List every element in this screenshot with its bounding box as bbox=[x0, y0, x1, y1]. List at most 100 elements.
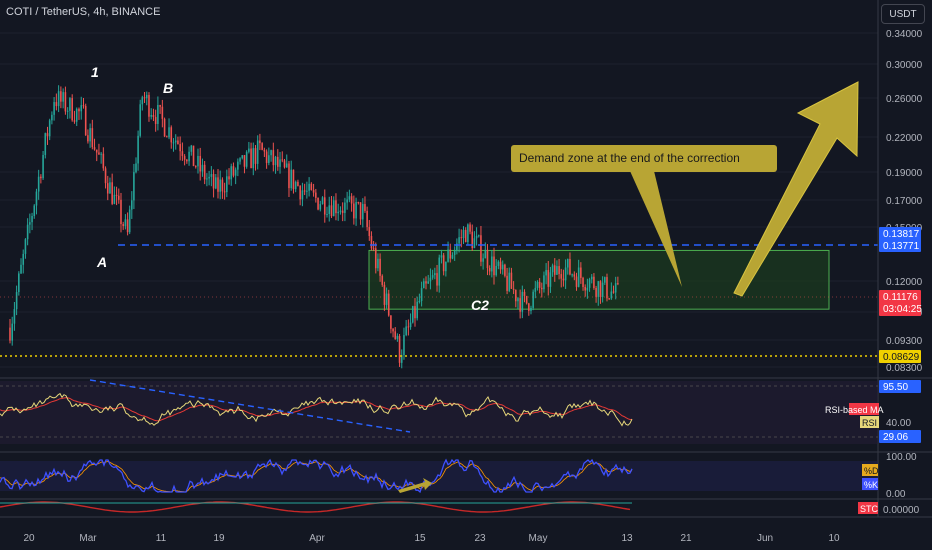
candle-body bbox=[326, 214, 328, 216]
candle-body bbox=[434, 273, 436, 276]
time-tick: 10 bbox=[828, 533, 840, 544]
wave-label-c2: C2 bbox=[471, 297, 489, 313]
candle-body bbox=[13, 309, 16, 324]
candle-body bbox=[53, 102, 55, 115]
rsi-top-badge: 95.50 bbox=[883, 382, 908, 393]
candle-body bbox=[480, 235, 482, 262]
candle-body bbox=[192, 145, 195, 167]
candle-body bbox=[488, 268, 491, 272]
candle-body bbox=[157, 105, 159, 124]
candle-body bbox=[593, 276, 595, 288]
wave-label-a: A bbox=[97, 254, 108, 270]
rsi-tick: 40.00 bbox=[886, 418, 911, 429]
candle-body bbox=[148, 94, 150, 117]
candle-body bbox=[403, 335, 405, 356]
candle-body bbox=[456, 243, 458, 251]
candle-body bbox=[91, 128, 94, 148]
time-tick: 13 bbox=[621, 533, 633, 544]
candle-body bbox=[482, 258, 484, 262]
candle-body bbox=[460, 237, 463, 239]
candle-body bbox=[250, 148, 252, 169]
target-arrow bbox=[733, 81, 859, 297]
stoch-tick: 0.00 bbox=[886, 489, 906, 500]
candle-body bbox=[33, 205, 36, 217]
time-tick: 20 bbox=[23, 533, 35, 544]
candle-body bbox=[308, 183, 310, 191]
candle-body bbox=[248, 148, 250, 152]
candle-body bbox=[458, 237, 460, 244]
candle-body bbox=[462, 229, 465, 239]
candle-body bbox=[528, 303, 530, 311]
candle-body bbox=[409, 322, 412, 328]
candle-body bbox=[294, 181, 297, 190]
candle-body bbox=[442, 255, 445, 272]
candle-body bbox=[263, 149, 266, 152]
candle-body bbox=[276, 156, 279, 167]
candle-body bbox=[297, 181, 299, 186]
candle-body bbox=[573, 274, 576, 277]
candle-body bbox=[201, 164, 204, 172]
candle-body bbox=[261, 143, 263, 150]
candle-body bbox=[179, 144, 181, 152]
drawing-overlays bbox=[0, 81, 878, 357]
candle-body bbox=[467, 224, 469, 243]
candle-body bbox=[377, 258, 379, 269]
candle-body bbox=[57, 91, 60, 107]
candle-body bbox=[339, 210, 342, 212]
candle-body bbox=[387, 293, 390, 316]
candle-body bbox=[102, 153, 105, 169]
candle-body bbox=[405, 326, 407, 336]
price-tick: 0.30000 bbox=[886, 60, 923, 71]
candle-body bbox=[159, 105, 161, 107]
candle-body bbox=[332, 200, 335, 217]
candle-body bbox=[590, 276, 593, 280]
candle-body bbox=[562, 278, 565, 281]
price-tick: 0.22000 bbox=[886, 133, 923, 144]
candle-body bbox=[126, 219, 129, 233]
candle-body bbox=[219, 179, 222, 192]
candle-body bbox=[400, 355, 403, 363]
price-axis[interactable]: 0.34000 0.30000 0.26000 0.22000 0.19000 0.170… bbox=[825, 29, 923, 516]
candle-body bbox=[299, 185, 301, 200]
candle-body bbox=[95, 149, 98, 153]
candle-body bbox=[174, 140, 177, 143]
candle-body bbox=[71, 98, 73, 121]
candle-body bbox=[599, 281, 602, 298]
symbol-title[interactable]: COTI / TetherUS, 4h, BINANCE bbox=[6, 6, 161, 18]
candle-body bbox=[549, 272, 552, 287]
candle-body bbox=[274, 156, 277, 166]
candle-body bbox=[385, 293, 388, 305]
candle-body bbox=[499, 261, 502, 270]
candle-body bbox=[133, 172, 135, 201]
currency-button[interactable]: USDT bbox=[881, 4, 925, 24]
demand-zone-callout[interactable]: Demand zone at the end of the correction bbox=[511, 145, 777, 172]
candle-body bbox=[319, 204, 322, 210]
candle-body bbox=[212, 174, 215, 189]
candle-body bbox=[62, 92, 64, 102]
stoch-k-bg bbox=[862, 478, 878, 490]
candle-body bbox=[243, 155, 246, 167]
candle-body bbox=[279, 159, 281, 167]
time-axis[interactable]: 20 Mar 11 19 Apr 15 23 May 13 21 Jun 10 bbox=[23, 533, 840, 544]
candle-body bbox=[234, 169, 237, 176]
candle-body bbox=[540, 287, 543, 290]
candle-body bbox=[29, 222, 31, 225]
candle-body bbox=[471, 231, 474, 249]
time-tick: 21 bbox=[680, 533, 692, 544]
candle-body bbox=[230, 166, 233, 180]
candle-body bbox=[154, 116, 157, 124]
candle-body bbox=[418, 300, 421, 302]
candle-body bbox=[495, 265, 497, 276]
candle-body bbox=[208, 176, 210, 179]
level-badge-bg bbox=[879, 227, 921, 252]
candle-body bbox=[344, 202, 346, 213]
time-tick: Jun bbox=[757, 533, 773, 544]
candle-body bbox=[601, 282, 604, 298]
candle-body bbox=[197, 155, 199, 167]
candle-body bbox=[268, 155, 270, 163]
candle-body bbox=[416, 301, 418, 319]
candle-body bbox=[82, 105, 85, 107]
candle-body bbox=[163, 118, 166, 137]
candle-body bbox=[292, 169, 295, 190]
